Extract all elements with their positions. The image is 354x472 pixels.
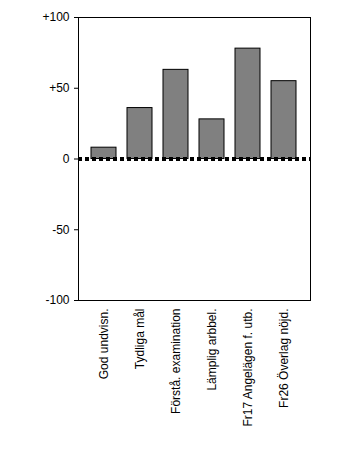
svg-text:Lämplig arbbel.: Lämplig arbbel. [205,309,219,391]
svg-text:+50: +50 [49,81,70,95]
svg-text:Fr17 Angelägen f. utb.: Fr17 Angelägen f. utb. [241,309,255,427]
svg-text:Tydliga mål: Tydliga mål [133,309,147,370]
svg-text:Förstå. examination: Förstå. examination [169,309,183,414]
svg-text:-50: -50 [52,223,70,237]
svg-text:Fr26 Överlag nöjd.: Fr26 Överlag nöjd. [277,309,291,408]
svg-text:+100: +100 [42,10,69,24]
svg-text:-100: -100 [45,293,69,307]
svg-text:0: 0 [63,152,70,166]
svg-text:God undvisn.: God undvisn. [97,309,111,380]
